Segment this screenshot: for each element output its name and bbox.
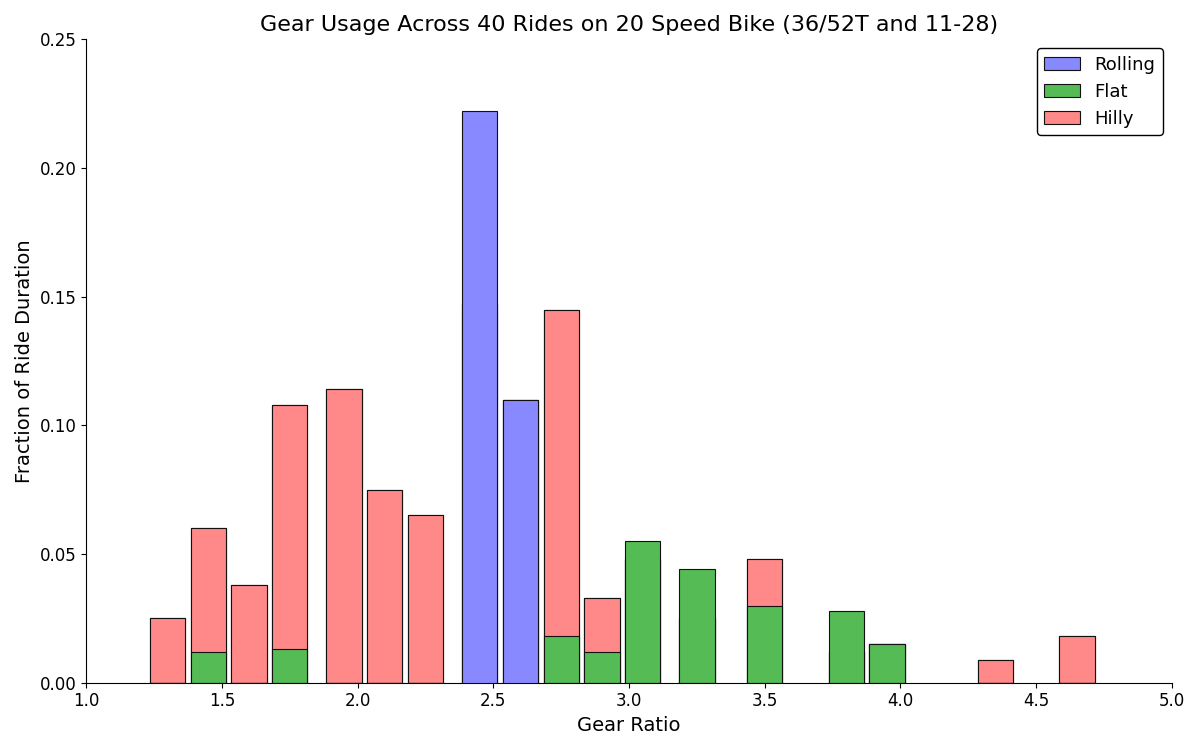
Y-axis label: Fraction of Ride Duration: Fraction of Ride Duration (14, 239, 34, 483)
X-axis label: Gear Ratio: Gear Ratio (577, 716, 680, 735)
Bar (462, 112, 497, 682)
Bar (625, 560, 660, 682)
Bar (272, 405, 307, 682)
Bar (625, 560, 660, 682)
Legend: Rolling, Flat, Hilly: Rolling, Flat, Hilly (1037, 48, 1163, 135)
Bar (326, 389, 361, 682)
Bar (367, 490, 402, 682)
Bar (150, 619, 185, 682)
Bar (584, 652, 619, 682)
Bar (584, 598, 619, 682)
Bar (1060, 637, 1094, 682)
Bar (503, 400, 538, 682)
Bar (869, 644, 905, 682)
Bar (679, 619, 714, 682)
Bar (503, 400, 538, 682)
Bar (748, 560, 782, 682)
Bar (272, 405, 307, 682)
Bar (748, 560, 782, 682)
Bar (191, 528, 226, 682)
Bar (748, 605, 782, 682)
Bar (869, 644, 905, 682)
Bar (191, 528, 226, 682)
Bar (828, 652, 864, 682)
Bar (869, 644, 905, 682)
Bar (679, 569, 714, 682)
Bar (544, 310, 578, 682)
Bar (679, 619, 714, 682)
Bar (232, 585, 266, 682)
Bar (408, 515, 443, 682)
Bar (408, 515, 443, 682)
Bar (232, 585, 266, 682)
Bar (150, 619, 185, 682)
Bar (367, 490, 402, 682)
Bar (544, 310, 578, 682)
Bar (828, 652, 864, 682)
Bar (828, 610, 864, 682)
Bar (1060, 637, 1094, 682)
Bar (191, 652, 226, 682)
Title: Gear Usage Across 40 Rides on 20 Speed Bike (36/52T and 11-28): Gear Usage Across 40 Rides on 20 Speed B… (260, 15, 998, 35)
Bar (272, 650, 307, 682)
Bar (584, 598, 619, 682)
Bar (625, 542, 660, 682)
Bar (978, 659, 1013, 682)
Bar (462, 304, 497, 682)
Bar (326, 389, 361, 682)
Bar (503, 400, 538, 682)
Bar (978, 659, 1013, 682)
Bar (462, 304, 497, 682)
Bar (544, 637, 578, 682)
